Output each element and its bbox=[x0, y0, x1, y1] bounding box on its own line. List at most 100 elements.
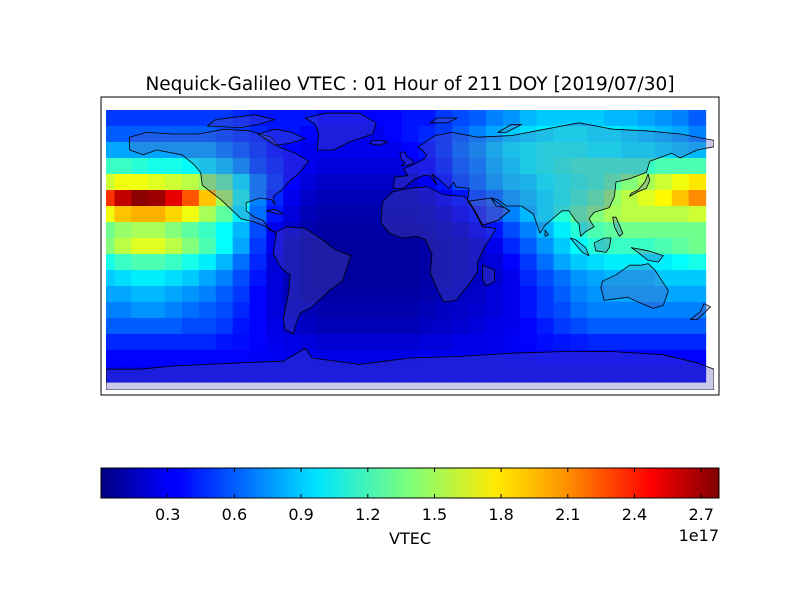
heatmap-cell bbox=[570, 174, 588, 191]
heatmap-cell bbox=[317, 190, 335, 207]
heatmap-cell bbox=[215, 318, 234, 335]
heatmap-cell bbox=[469, 126, 487, 143]
heatmap-cell bbox=[182, 254, 200, 271]
heatmap-cell bbox=[536, 270, 555, 287]
heatmap-cell bbox=[215, 190, 234, 207]
heatmap-cell bbox=[367, 334, 386, 351]
heatmap-cell bbox=[621, 174, 639, 191]
heatmap-cell bbox=[131, 302, 149, 319]
heatmap-cell bbox=[502, 110, 521, 127]
landmass-cuba bbox=[265, 208, 284, 215]
heatmap-cell bbox=[350, 334, 369, 351]
heatmap-cell bbox=[350, 158, 369, 175]
heatmap-cell bbox=[283, 158, 301, 175]
heatmap-cell bbox=[232, 206, 251, 223]
heatmap-cell bbox=[266, 142, 284, 159]
heatmap-cell bbox=[300, 254, 318, 271]
heatmap-cell bbox=[182, 334, 200, 351]
heatmap-cell bbox=[570, 142, 588, 159]
heatmap-cell bbox=[367, 126, 386, 143]
heatmap-cell bbox=[587, 158, 605, 175]
heatmap-cell bbox=[232, 110, 251, 127]
heatmap-cell bbox=[671, 158, 690, 175]
colorbar-offset-text: 1e17 bbox=[679, 526, 719, 545]
heatmap-cell bbox=[688, 366, 707, 383]
heatmap-cell bbox=[536, 286, 555, 303]
heatmap-cell bbox=[148, 302, 166, 319]
heatmap-cell bbox=[638, 222, 656, 239]
heatmap-cell bbox=[114, 174, 132, 191]
heatmap-cell bbox=[249, 110, 268, 127]
heatmap-cell bbox=[553, 286, 572, 303]
landmass-antarctica bbox=[106, 347, 714, 390]
heatmap-cell bbox=[418, 366, 436, 383]
heatmap-cell bbox=[131, 318, 149, 335]
heatmap-cell bbox=[300, 350, 318, 367]
map-frame bbox=[100, 96, 720, 396]
heatmap-cell bbox=[384, 126, 403, 143]
heatmap-cell bbox=[148, 126, 166, 143]
heatmap-cell bbox=[283, 190, 301, 207]
heatmap-cell bbox=[131, 350, 149, 367]
heatmap-cell bbox=[502, 254, 521, 271]
landmass-madagascar bbox=[482, 264, 495, 287]
heatmap-cell bbox=[367, 302, 386, 319]
heatmap-cell bbox=[283, 142, 301, 159]
heatmap-cell bbox=[604, 142, 622, 159]
heatmap-cell bbox=[469, 334, 487, 351]
heatmap-cell bbox=[671, 190, 690, 207]
heatmap-cell bbox=[106, 190, 116, 207]
heatmap-cell bbox=[553, 142, 572, 159]
heatmap-cell bbox=[367, 238, 386, 255]
heatmap-cell bbox=[502, 302, 521, 319]
heatmap-cell bbox=[350, 302, 369, 319]
heatmap-cell bbox=[654, 158, 673, 175]
heatmap-cell bbox=[570, 366, 588, 383]
heatmap-cell bbox=[688, 302, 707, 319]
heatmap-cell bbox=[486, 126, 504, 143]
heatmap-cell bbox=[106, 238, 116, 255]
heatmap-cell bbox=[106, 254, 116, 271]
heatmap-cell bbox=[266, 158, 284, 175]
heatmap-cell bbox=[232, 222, 251, 239]
heatmap-cell bbox=[114, 350, 132, 367]
heatmap-cell bbox=[215, 350, 234, 367]
heatmap-cell bbox=[215, 206, 234, 223]
heatmap-cell bbox=[401, 366, 420, 383]
heatmap-cell bbox=[688, 334, 707, 351]
heatmap-cell bbox=[334, 334, 352, 351]
heatmap-cell bbox=[249, 286, 268, 303]
heatmap-cell bbox=[587, 222, 605, 239]
heatmap-cell bbox=[486, 254, 504, 271]
heatmap-cell bbox=[232, 270, 251, 287]
heatmap-cell bbox=[671, 366, 690, 383]
heatmap-cell bbox=[215, 254, 234, 271]
heatmap-cell bbox=[587, 110, 605, 127]
heatmap-cell bbox=[249, 142, 268, 159]
heatmap-cell bbox=[165, 302, 183, 319]
heatmap-cell bbox=[283, 110, 301, 127]
heatmap-cell bbox=[469, 350, 487, 367]
heatmap-cell bbox=[334, 158, 352, 175]
heatmap-cell bbox=[148, 158, 166, 175]
heatmap-cell bbox=[502, 222, 521, 239]
heatmap-cell bbox=[553, 126, 572, 143]
heatmap-cell bbox=[165, 190, 183, 207]
heatmap-cell bbox=[198, 302, 217, 319]
heatmap-cell bbox=[502, 238, 521, 255]
heatmap-cell bbox=[114, 126, 132, 143]
heatmap-cell bbox=[654, 238, 673, 255]
heatmap-cell bbox=[350, 286, 369, 303]
heatmap-cell bbox=[519, 270, 538, 287]
heatmap-cell bbox=[114, 318, 132, 335]
heatmap-cell bbox=[350, 238, 369, 255]
heatmap-cell bbox=[604, 350, 622, 367]
heatmap-cell bbox=[536, 174, 555, 191]
heatmap-cell bbox=[418, 334, 436, 351]
heatmap-cell bbox=[114, 270, 132, 287]
heatmap-cell bbox=[232, 238, 251, 255]
heatmap-cell bbox=[502, 318, 521, 335]
heatmap-cell bbox=[148, 110, 166, 127]
heatmap-cell bbox=[182, 366, 200, 383]
heatmap-cell bbox=[621, 222, 639, 239]
